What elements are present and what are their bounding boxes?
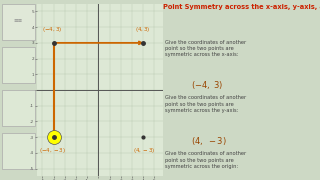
- Text: Give the coordinates of another
point so the two points are
symmetric across the: Give the coordinates of another point so…: [165, 95, 246, 113]
- Text: Give the coordinates of another
point so the two points are
symmetric across the: Give the coordinates of another point so…: [165, 40, 246, 57]
- Text: $(-4,3)$: $(-4,3)$: [42, 25, 63, 34]
- Text: $(4,-3)$: $(4,-3)$: [133, 146, 156, 155]
- FancyBboxPatch shape: [2, 47, 35, 83]
- Text: $(4,\ -3)$: $(4,\ -3)$: [191, 135, 227, 147]
- FancyBboxPatch shape: [2, 4, 35, 40]
- Text: Give the coordinates of another
point so the two points are
symmetric across the: Give the coordinates of another point so…: [165, 151, 246, 169]
- Text: Point Symmetry across the x-axis, y-axis, and origin: Point Symmetry across the x-axis, y-axis…: [163, 4, 320, 10]
- FancyBboxPatch shape: [2, 90, 35, 126]
- Text: $(4,3)$: $(4,3)$: [135, 25, 151, 34]
- Text: $(-4,\ 3)$: $(-4,\ 3)$: [191, 79, 224, 91]
- FancyBboxPatch shape: [2, 133, 35, 169]
- Text: ≡≡: ≡≡: [14, 17, 23, 22]
- Text: $(-4,-3)$: $(-4,-3)$: [39, 146, 66, 155]
